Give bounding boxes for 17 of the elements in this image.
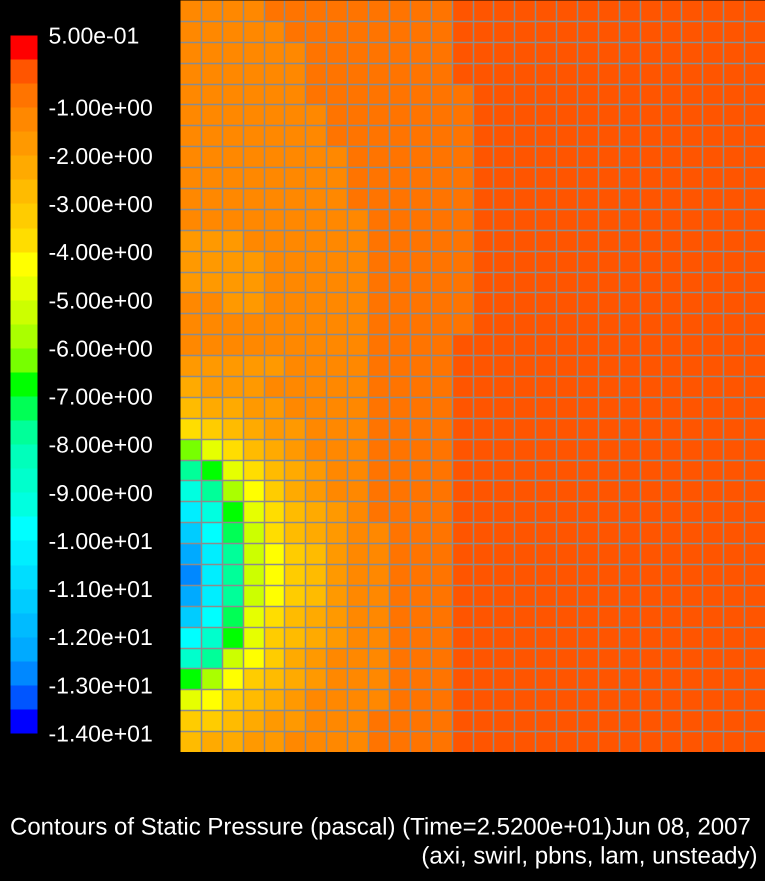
color-bar-label: -1.20e+01 bbox=[48, 624, 153, 650]
color-bar-label: -9.00e+00 bbox=[48, 480, 153, 506]
color-bar-label: -1.10e+01 bbox=[48, 576, 153, 602]
color-bar-label: -2.00e+00 bbox=[48, 142, 153, 169]
color-bar-label: -1.00e+01 bbox=[48, 528, 153, 554]
color-bar-label: -1.40e+01 bbox=[48, 720, 153, 746]
text: Contours of Static Pressure (pascal) (Time=2.5200e+01)Jun 08, 2007 bbox=[10, 814, 751, 840]
color-bar-label: -5.00e+00 bbox=[48, 287, 153, 314]
color-bar-label: 5.00e-01 bbox=[48, 22, 140, 48]
color-bar-label: -1.30e+01 bbox=[48, 672, 153, 698]
text: (axi, swirl, pbns, lam, unsteady) bbox=[421, 842, 758, 870]
color-bar-label: -6.00e+00 bbox=[48, 335, 153, 362]
color-bar-label: -1.00e+00 bbox=[48, 94, 153, 121]
color-bar-label: -7.00e+00 bbox=[48, 384, 153, 410]
color-bar-label: -3.00e+00 bbox=[48, 190, 153, 217]
color-bar-label: -8.00e+00 bbox=[48, 432, 153, 458]
color-bar-label: -4.00e+00 bbox=[48, 239, 153, 266]
